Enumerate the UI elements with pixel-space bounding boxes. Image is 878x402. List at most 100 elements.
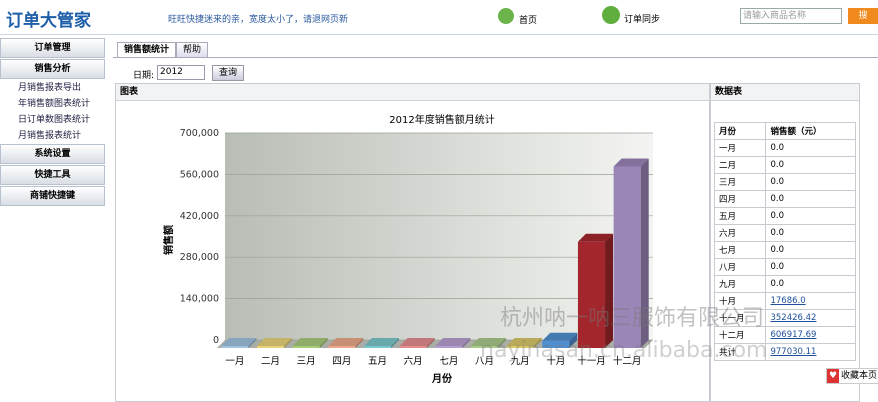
- table-row: 十二月 606917.69: [713, 326, 856, 344]
- bar-top: [221, 338, 257, 346]
- sales-cell: 0.0: [765, 224, 856, 242]
- y-tick-label: 420,000: [180, 211, 219, 222]
- x-tick-label: 三月: [297, 356, 316, 367]
- sales-cell: 0.0: [765, 275, 856, 293]
- bar-top: [577, 233, 614, 242]
- watermark: nayinasan.cn.alibaba.com: [480, 338, 768, 363]
- table-row: 九月 0.0: [713, 275, 856, 293]
- month-cell: 二月: [713, 156, 767, 174]
- x-tick-label: 七月: [439, 356, 458, 367]
- table-row: 二月 0.0: [713, 156, 856, 174]
- total-label: 共计: [713, 343, 767, 361]
- bar-side: [284, 338, 293, 348]
- home-link[interactable]: 首页: [519, 16, 538, 26]
- y-tick-label: 140,000: [180, 294, 219, 305]
- total-row: 共计 977030.11: [713, 343, 856, 361]
- table-row: 十月 17686.0: [713, 292, 856, 310]
- month-cell: 九月: [713, 275, 767, 293]
- data-table: 月份 销售额（元） 一月 0.0 二月 0.0 三月 0.0 四月 0.0 五月 0.0 六月 0.0 七月…: [713, 122, 856, 361]
- x-tick-label: 十月: [546, 355, 565, 367]
- sync-link[interactable]: 订单同步: [624, 15, 661, 25]
- tab[interactable]: 销售额统计: [117, 42, 177, 58]
- logo[interactable]: 订单大管家: [6, 11, 91, 31]
- filter-label: 日期:: [133, 71, 155, 81]
- table-panel: 数据表 月份 销售额（元） 一月 0.0 二月 0.0 三月 0.0 四月 0.0 五月 0.0 六月 0…: [710, 83, 860, 402]
- x-tick-label: 四月: [332, 356, 351, 367]
- table-header: 月份 销售额（元）: [713, 122, 856, 140]
- tab[interactable]: 帮助: [176, 42, 209, 58]
- bar: [292, 346, 320, 348]
- x-tick-label: 一月: [225, 356, 244, 367]
- bar-top: [399, 338, 435, 346]
- bar-side: [355, 338, 364, 348]
- sales-cell: 0.0: [765, 139, 856, 157]
- table-row: 四月 0.0: [713, 190, 856, 208]
- table-row: 八月 0.0: [713, 258, 856, 276]
- sync-icon[interactable]: [602, 6, 620, 24]
- tab-line: [113, 57, 878, 58]
- sales-cell: 0.0: [765, 156, 856, 174]
- y-axis-label: 销售额: [162, 225, 175, 255]
- bar: [577, 241, 606, 348]
- header-cell: 月份: [713, 122, 767, 140]
- bar-side: [426, 338, 435, 348]
- header: 订单大管家 旺旺快捷迷来的亲，宽度太小了，请退网页新 首页 订单同步 请输入商品…: [0, 0, 878, 35]
- bar-side: [533, 338, 542, 348]
- search-input[interactable]: 请输入商品名称: [740, 8, 842, 24]
- home-icon[interactable]: [498, 8, 514, 24]
- bar: [506, 346, 534, 348]
- sales-cell: 0.0: [765, 190, 856, 208]
- bar-side: [248, 338, 257, 348]
- table-row: 五月 0.0: [713, 207, 856, 225]
- total-value: 977030.11: [765, 343, 856, 361]
- bar-side: [498, 338, 507, 348]
- bar-top: [256, 338, 293, 346]
- bar: [470, 346, 499, 348]
- month-cell: 一月: [713, 139, 767, 157]
- x-tick-label: 十一月: [577, 355, 606, 367]
- sidebar-section[interactable]: 订单管理: [0, 38, 105, 58]
- bar: [328, 346, 356, 348]
- year-input[interactable]: 2012: [157, 65, 205, 80]
- sidebar-item[interactable]: 年销售额图表统计: [18, 99, 91, 109]
- table-row: 六月 0.0: [713, 224, 856, 242]
- bar-top: [506, 338, 542, 346]
- bar-top: [470, 338, 507, 346]
- bar-top: [435, 338, 471, 346]
- sidebar-item[interactable]: 月销售报表统计: [18, 131, 82, 141]
- sidebar-section[interactable]: 商铺快捷键: [0, 186, 105, 206]
- bar: [542, 340, 570, 348]
- bookmark-button[interactable]: ♥ 收藏本页: [826, 368, 878, 384]
- bar-top: [613, 158, 649, 167]
- sidebar-item[interactable]: 月销售报表导出: [18, 83, 82, 93]
- sidebar-section[interactable]: 系统设置: [0, 144, 105, 164]
- sidebar-item[interactable]: 日订单数图表统计: [18, 115, 91, 125]
- sidebar-section[interactable]: 销售分析: [0, 59, 105, 79]
- month-cell: 五月: [713, 207, 767, 225]
- bookmark-icon: ♥: [827, 369, 839, 383]
- month-cell: 七月: [713, 241, 767, 259]
- sidebar-section[interactable]: 快捷工具: [0, 165, 105, 185]
- panel-title: 图表: [116, 84, 709, 101]
- table-row: 七月 0.0: [713, 241, 856, 259]
- sidebar: 订单管理 销售分析月销售报表导出 年销售额图表统计 日订单数图表统计 月销售报表统计系统…: [0, 38, 105, 207]
- y-tick-label: 0: [213, 335, 219, 346]
- table-row: 一月 0.0: [713, 139, 856, 157]
- sales-cell: 352426.42: [765, 309, 856, 327]
- y-tick-label: 560,000: [180, 169, 219, 180]
- sales-cell: 0.0: [765, 173, 856, 191]
- x-tick-label: 十二月: [613, 355, 642, 367]
- watermark: 杭州呐一呐三服饰有限公司: [500, 306, 765, 331]
- table-row: 三月 0.0: [713, 173, 856, 191]
- search-button[interactable]: 搜: [848, 8, 878, 24]
- query-button[interactable]: 查询: [212, 65, 244, 81]
- bar-top: [292, 338, 328, 346]
- chart: 2012年度销售额月统计 0 140,000 280,000 420,000 560,00…: [162, 113, 653, 385]
- month-cell: 三月: [713, 173, 767, 191]
- x-axis-label: 月份: [431, 372, 453, 385]
- sales-cell: 0.0: [765, 241, 856, 259]
- bar: [613, 166, 641, 348]
- bar-top: [328, 338, 364, 346]
- notice: 旺旺快捷迷来的亲，宽度太小了，请退网页新: [168, 15, 349, 25]
- panel-title: 数据表: [711, 84, 859, 101]
